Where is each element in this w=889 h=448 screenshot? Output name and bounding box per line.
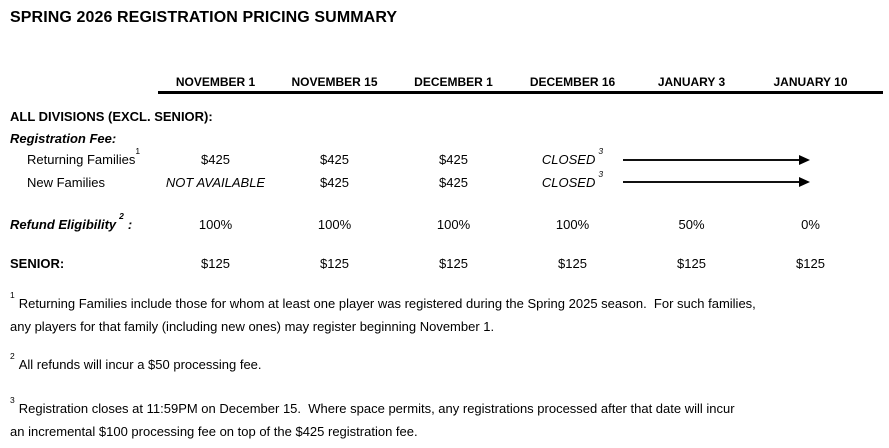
- section-heading-row: ALL DIVISIONS (EXCL. SENIOR):: [0, 108, 880, 126]
- footnote-ref-3: 3: [598, 146, 604, 157]
- closed-cell: CLOSED3: [513, 147, 632, 169]
- column-header-january-10: JANUARY 10: [773, 75, 848, 89]
- refund-cell: 0%: [801, 217, 820, 232]
- footnote-text: any players for that family (including n…: [10, 319, 495, 334]
- row-label-text: Returning Families: [27, 152, 136, 167]
- page-title: SPRING 2026 REGISTRATION PRICING SUMMARY: [10, 9, 398, 26]
- footnote-marker: 3: [10, 394, 15, 405]
- closed-text: CLOSED: [541, 175, 596, 190]
- footnote-3: 3Registration closes at 11:59PM on Decem…: [10, 394, 882, 443]
- table-row-new-families: New Families NOT AVAILABLE $425 $425 CLO…: [0, 170, 880, 192]
- footnote-ref-1: 1: [135, 146, 141, 157]
- row-label-suffix: :: [127, 217, 133, 232]
- column-header-december-1: DECEMBER 1: [414, 75, 493, 89]
- table-header-row: NOVEMBER 1 NOVEMBER 15 DECEMBER 1 DECEMB…: [0, 73, 880, 91]
- closed-cell: CLOSED3: [513, 170, 632, 192]
- refund-cell: 100%: [198, 217, 233, 232]
- table-row-refund-eligibility: Refund Eligibility2: 100% 100% 100% 100%…: [0, 212, 880, 234]
- row-label-new-families: New Families: [0, 174, 156, 192]
- header-underline: [158, 91, 883, 94]
- section-heading: ALL DIVISIONS (EXCL. SENIOR):: [10, 109, 213, 124]
- arrow-head-icon: [799, 155, 810, 165]
- footnote-marker: 2: [10, 350, 15, 361]
- footnote-text: All refunds will incur a $50 processing …: [18, 357, 262, 372]
- column-header-november-15: NOVEMBER 15: [291, 75, 378, 89]
- closed-continuation-arrow: [623, 155, 810, 165]
- footnote-line: 2All refunds will incur a $50 processing…: [10, 350, 882, 376]
- row-label-senior: SENIOR:: [10, 256, 65, 271]
- footnote-ref-3: 3: [598, 169, 604, 180]
- closed-text: CLOSED: [541, 152, 596, 167]
- footnote-text: Returning Families include those for who…: [18, 296, 756, 311]
- arrow-head-icon: [799, 177, 810, 187]
- row-label-returning-families: Returning Families1: [0, 147, 156, 169]
- fee-cell: $425: [320, 152, 349, 167]
- table-row-returning-families: Returning Families1 $425 $425 $425 CLOSE…: [0, 147, 880, 169]
- subsection-heading-row: Registration Fee:: [0, 130, 880, 148]
- column-header-december-16: DECEMBER 16: [529, 75, 616, 89]
- footnote-text: an incremental $100 processing fee on to…: [10, 424, 418, 439]
- column-header-january-3: JANUARY 3: [657, 75, 726, 89]
- fee-cell: $125: [558, 256, 587, 271]
- footnote-line: 3Registration closes at 11:59PM on Decem…: [10, 394, 882, 420]
- footnote-2: 2All refunds will incur a $50 processing…: [10, 350, 882, 376]
- refund-cell: 50%: [678, 217, 705, 232]
- refund-cell: 100%: [317, 217, 352, 232]
- footnote-ref-2: 2: [119, 211, 124, 222]
- header-spacer: [0, 73, 156, 91]
- footnote-line: any players for that family (including n…: [10, 315, 882, 338]
- subsection-heading: Registration Fee:: [10, 131, 117, 146]
- refund-cell: 100%: [436, 217, 471, 232]
- not-available-cell: NOT AVAILABLE: [165, 175, 266, 190]
- arrow-shaft: [623, 159, 800, 161]
- footnote-marker: 1: [10, 289, 15, 300]
- footnote-1: 1Returning Families include those for wh…: [10, 289, 882, 338]
- footnote-line: 1Returning Families include those for wh…: [10, 289, 882, 315]
- table-row-senior: SENIOR: $125 $125 $125 $125 $125 $125: [0, 255, 880, 273]
- footnote-line: an incremental $100 processing fee on to…: [10, 420, 882, 443]
- fee-cell: $125: [320, 256, 349, 271]
- fee-cell: $425: [320, 175, 349, 190]
- row-label-text: New Families: [27, 175, 106, 190]
- row-label-refund-eligibility: Refund Eligibility2:: [0, 212, 156, 234]
- closed-continuation-arrow: [623, 177, 810, 187]
- fee-cell: $425: [439, 175, 468, 190]
- row-label-text: Refund Eligibility: [10, 217, 117, 232]
- refund-cell: 100%: [555, 217, 590, 232]
- arrow-shaft: [623, 181, 800, 183]
- fee-cell: $125: [796, 256, 825, 271]
- fee-cell: $125: [439, 256, 468, 271]
- fee-cell: $425: [439, 152, 468, 167]
- fee-cell: $125: [677, 256, 706, 271]
- footnote-text: Registration closes at 11:59PM on Decemb…: [18, 401, 735, 416]
- column-header-november-1: NOVEMBER 1: [175, 75, 256, 89]
- fee-cell: $125: [201, 256, 230, 271]
- fee-cell: $425: [201, 152, 230, 167]
